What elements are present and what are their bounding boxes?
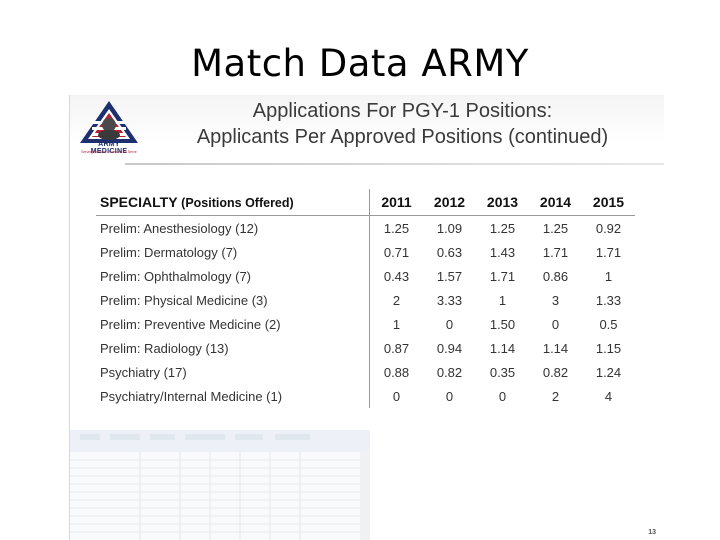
value-cell: 1 — [498, 292, 507, 308]
specialty-cell: Prelim: Radiology (13) — [96, 336, 370, 360]
value-cell: 1.50 — [489, 316, 516, 332]
value-cell: 1.71 — [595, 244, 622, 260]
value-cell: 1.24 — [595, 364, 622, 380]
value-cell: 1.43 — [489, 244, 516, 260]
value-cell: 0 — [498, 388, 507, 404]
value-cell: 3.33 — [436, 292, 463, 308]
year-header: 2011 — [369, 189, 423, 216]
value-cell: 0 — [445, 316, 454, 332]
value-cell: 0.63 — [436, 244, 463, 260]
slide-heading-line-1: Applications For PGY-1 Positions: — [252, 100, 553, 122]
specialty-cell: Prelim: Physical Medicine (3) — [96, 288, 370, 312]
value-cell: 0.82 — [436, 364, 463, 380]
table-row: Psychiatry/Internal Medicine (1) 0 0 0 2 4 — [96, 384, 635, 408]
specialty-cell: Prelim: Anesthesiology (12) — [96, 215, 370, 240]
table-header-row: SPECIALTY (Positions Offered) 2011 2012 … — [96, 189, 635, 216]
value-cell: 0.88 — [383, 364, 410, 380]
table-row: Prelim: Preventive Medicine (2) 1 0 1.50 0 0.… — [96, 312, 635, 336]
table-row: Prelim: Dermatology (7) 0.71 0.63 1.43 1.71 1… — [96, 240, 635, 264]
year-header: 2013 — [476, 189, 529, 216]
value-cell: 1.09 — [436, 220, 463, 236]
slide-header-band — [70, 95, 664, 165]
specialty-column-header: SPECIALTY (Positions Offered) — [96, 189, 370, 216]
table-body: Prelim: Anesthesiology (12) 1.25 1.09 1.25 1… — [96, 215, 635, 408]
value-cell: 0.43 — [383, 268, 410, 284]
value-cell: 0 — [445, 388, 454, 404]
value-cell: 0.86 — [542, 268, 569, 284]
value-cell: 1.14 — [489, 340, 516, 356]
value-cell: 1 — [392, 316, 401, 332]
specialty-cell: Prelim: Preventive Medicine (2) — [96, 312, 370, 336]
value-cell: 3 — [551, 292, 560, 308]
positions-header-label: (Positions Offered) — [181, 196, 294, 210]
table-row: Prelim: Anesthesiology (12) 1.25 1.09 1.25 1… — [96, 215, 635, 240]
value-cell: 0 — [392, 388, 401, 404]
value-cell: 1.25 — [489, 220, 516, 236]
value-cell: 0 — [551, 316, 560, 332]
slide-title: Match Data ARMY — [191, 42, 529, 85]
value-cell: 0.71 — [383, 244, 410, 260]
specialty-cell: Prelim: Dermatology (7) — [96, 240, 370, 264]
value-cell: 0.94 — [436, 340, 463, 356]
value-cell: 1.71 — [489, 268, 516, 284]
specialty-cell: Psychiatry/Internal Medicine (1) — [96, 384, 370, 408]
value-cell: 1.57 — [436, 268, 463, 284]
value-cell: 1.33 — [595, 292, 622, 308]
specialty-cell: Prelim: Ophthalmology (7) — [96, 264, 370, 288]
logo-text: ARMY MEDICINE — [90, 141, 128, 155]
table-row: Prelim: Physical Medicine (3) 2 3.33 1 3 1.33 — [96, 288, 635, 312]
value-cell: 0.5 — [599, 316, 618, 332]
value-cell: 0.35 — [489, 364, 516, 380]
value-cell: 0.92 — [595, 220, 622, 236]
value-cell: 0.87 — [383, 340, 410, 356]
year-header: 2014 — [529, 189, 582, 216]
header-divider — [125, 163, 664, 165]
table-row: Psychiatry (17) 0.88 0.82 0.35 0.82 1.24 — [96, 360, 635, 384]
value-cell: 2 — [551, 388, 560, 404]
specialty-cell: Psychiatry (17) — [96, 360, 370, 384]
value-cell: 1 — [604, 268, 613, 284]
applicants-per-position-table: SPECIALTY (Positions Offered) 2011 2012 … — [96, 189, 635, 408]
table-row: Prelim: Ophthalmology (7) 0.43 1.57 1.71 0.8… — [96, 264, 635, 288]
army-medicine-logo — [80, 101, 138, 143]
specialty-header-label: SPECIALTY — [100, 194, 178, 210]
value-cell: 1.71 — [542, 244, 569, 260]
value-cell: 4 — [604, 388, 613, 404]
value-cell: 1.14 — [542, 340, 569, 356]
value-cell: 1.25 — [383, 220, 410, 236]
value-cell: 1.25 — [542, 220, 569, 236]
table-row: Prelim: Radiology (13) 0.87 0.94 1.14 1.14 1.… — [96, 336, 635, 360]
year-header: 2015 — [582, 189, 635, 216]
slide-heading-line-2: Applicants Per Approved Positions (conti… — [196, 126, 609, 148]
page-number: 13 — [648, 529, 656, 536]
value-cell: 0.82 — [542, 364, 569, 380]
value-cell: 1.15 — [595, 340, 622, 356]
embedded-slide-image: ARMY MEDICINE Serving To Heal...Honored … — [69, 95, 664, 540]
value-cell: 2 — [392, 292, 401, 308]
year-header: 2012 — [423, 189, 476, 216]
spreadsheet-thumbnail — [70, 430, 370, 540]
logo-motto: Serving To Heal...Honored To Serve — [81, 150, 137, 154]
